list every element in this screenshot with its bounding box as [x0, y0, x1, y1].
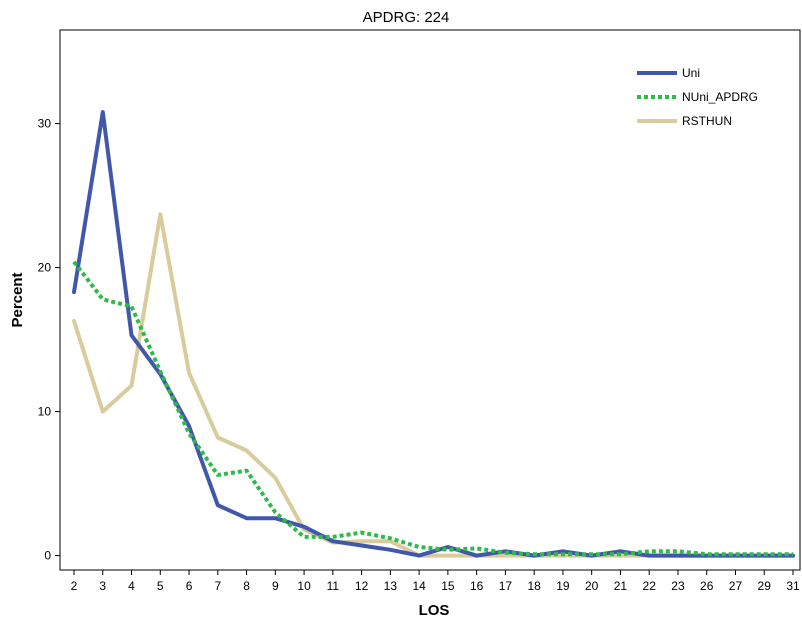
y-tick-label: 30	[38, 117, 52, 131]
x-tick-label: 17	[499, 579, 513, 593]
x-tick-label: 18	[527, 579, 541, 593]
x-axis: 2 3 4 5 6 7 8 9 10 11 12 13 14 15 16 17 18 19 20 21 22 23 26 27…	[71, 570, 800, 593]
x-tick-label: 6	[186, 579, 193, 593]
x-tick-label: 14	[412, 579, 426, 593]
y-axis-title: Percent	[9, 272, 26, 327]
x-tick-label: 19	[556, 579, 570, 593]
x-tick-label: 8	[243, 579, 250, 593]
x-tick-label: 13	[384, 579, 398, 593]
x-tick-label: 2	[71, 579, 78, 593]
x-tick-label: 11	[327, 579, 340, 593]
y-tick-label: 0	[44, 549, 51, 563]
series-line-nuni-apdrg	[72, 260, 793, 557]
x-tick-label: 20	[585, 579, 599, 593]
x-tick-label: 9	[272, 579, 279, 593]
x-tick-label: 21	[614, 579, 628, 593]
x-tick-label: 7	[214, 579, 221, 593]
x-tick-label: 31	[786, 579, 800, 593]
chart-title: APDRG: 224	[363, 9, 450, 26]
x-tick-label: 12	[355, 579, 369, 593]
legend-label: Uni	[682, 66, 700, 80]
y-tick-label: 20	[38, 261, 52, 275]
series-lines	[72, 110, 795, 558]
x-tick-label: 15	[441, 579, 455, 593]
x-tick-label: 26	[700, 579, 714, 593]
legend: Uni NUni_APDRG RSTHUN	[637, 66, 758, 128]
x-tick-label: 27	[729, 579, 743, 593]
legend-label: NUni_APDRG	[682, 90, 758, 104]
y-tick-label: 10	[38, 405, 52, 419]
x-tick-label: 5	[157, 579, 164, 593]
x-tick-label: 10	[297, 579, 311, 593]
x-tick-label: 16	[470, 579, 484, 593]
plot-area-frame	[59, 29, 801, 571]
y-axis: 0 10 20 30	[38, 117, 60, 563]
x-tick-label: 22	[643, 579, 657, 593]
series-line-uni	[72, 110, 795, 558]
x-tick-label: 3	[99, 579, 106, 593]
x-axis-title: LOS	[419, 602, 450, 619]
x-tick-label: 4	[128, 579, 135, 593]
x-tick-label: 29	[758, 579, 772, 593]
x-tick-label: 23	[671, 579, 685, 593]
legend-label: RSTHUN	[682, 114, 732, 128]
